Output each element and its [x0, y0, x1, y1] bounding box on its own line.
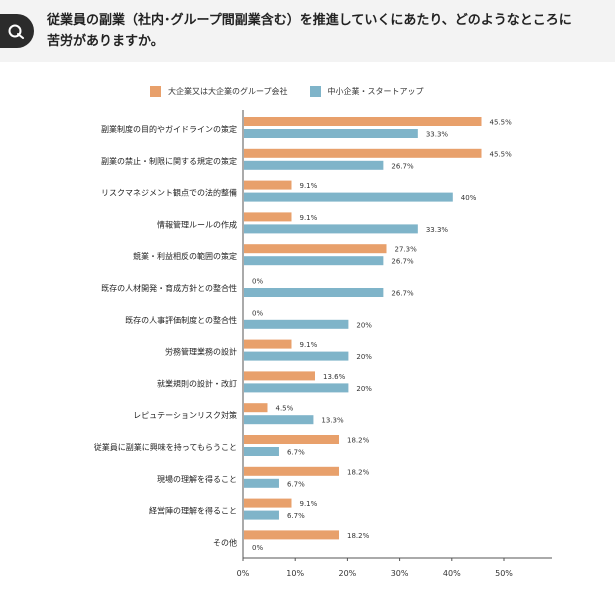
- data-label: 6.7%: [287, 449, 305, 457]
- bar-small-company: [244, 288, 384, 297]
- bar-large-company: [244, 498, 292, 508]
- category-label: 副業の禁止・制限に関する規定の策定: [101, 156, 237, 166]
- bar-large-company: [244, 371, 315, 381]
- data-label: 33.3%: [426, 131, 449, 139]
- category-label: 情報管理ルールの作成: [157, 219, 237, 229]
- x-tick-label: 50%: [495, 569, 513, 578]
- data-label: 6.7%: [287, 512, 305, 520]
- bar-small-company: [244, 351, 349, 361]
- data-label: 18.2%: [347, 437, 370, 445]
- bar-large-company: [244, 403, 268, 413]
- bar-large-company: [244, 530, 340, 540]
- data-label: 20%: [356, 385, 372, 393]
- data-label: 0%: [252, 278, 263, 286]
- category-label: その他: [213, 537, 237, 547]
- bar-large-company: [244, 435, 340, 444]
- bar-large-company: [244, 339, 292, 349]
- data-label: 20%: [356, 321, 372, 329]
- legend-label-small: 中小企業・スタートアップ: [327, 86, 424, 96]
- bar-large-company: [244, 244, 387, 254]
- data-label: 45.5%: [490, 150, 513, 158]
- bar-small-company: [244, 192, 453, 202]
- bar-small-company: [244, 447, 279, 456]
- question-header: 従業員の副業（社内･グループ間副業含む）を推進していくにあたり、どのようなところ…: [0, 0, 615, 62]
- bar-small-company: [244, 160, 384, 170]
- data-label: 9.1%: [300, 500, 318, 508]
- bar-small-company: [244, 129, 418, 138]
- bar-large-company: [244, 180, 292, 190]
- bar-large-company: [244, 466, 340, 476]
- legend-item-small: 中小企業・スタートアップ: [309, 85, 424, 97]
- bar-small-company: [244, 319, 349, 329]
- data-label: 20%: [356, 353, 372, 361]
- question-line-1: 従業員の副業（社内･グループ間副業含む）を推進していくにあたり、どのようなところ…: [47, 13, 572, 28]
- data-label: 27.3%: [395, 246, 418, 254]
- bar-small-company: [244, 383, 349, 393]
- bar-large-company: [244, 148, 482, 158]
- data-label: 13.3%: [321, 417, 344, 425]
- data-label: 9.1%: [300, 182, 318, 190]
- legend-label-large: 大企業又は大企業のグループ会社: [168, 86, 288, 96]
- x-tick-label: 10%: [286, 569, 304, 578]
- data-label: 4.5%: [275, 405, 293, 413]
- legend-swatch-large: [150, 85, 161, 97]
- data-label: 26.7%: [391, 290, 414, 298]
- category-label: 既存の人事評価制度との整合性: [125, 315, 237, 325]
- legend-item-large: 大企業又は大企業のグループ会社: [150, 85, 288, 97]
- category-label: レピュテーションリスク対策: [133, 410, 237, 420]
- bar-small-company: [244, 224, 418, 234]
- category-label: リスクマネジメント観点での法的整備: [101, 188, 237, 198]
- question-badge: [0, 14, 34, 48]
- category-label: 競業・利益相反の範囲の策定: [133, 251, 237, 261]
- category-label: 労務管理業務の設計: [165, 347, 237, 357]
- category-label: 副業制度の目的やガイドラインの策定: [101, 124, 237, 134]
- x-tick-label: 0%: [237, 569, 250, 578]
- data-label: 45.5%: [490, 119, 513, 127]
- data-label: 0%: [252, 544, 263, 552]
- data-label: 18.2%: [347, 468, 370, 476]
- data-label: 0%: [252, 309, 263, 317]
- data-label: 13.6%: [323, 373, 346, 381]
- x-tick-label: 30%: [391, 569, 409, 578]
- chart-legend: 大企業又は大企業のグループ会社 中小企業・スタートアップ: [150, 84, 446, 98]
- data-label: 6.7%: [287, 480, 305, 488]
- bar-small-company: [244, 478, 279, 488]
- data-label: 26.7%: [391, 258, 414, 266]
- data-label: 18.2%: [347, 532, 370, 540]
- legend-swatch-small: [309, 85, 321, 97]
- question-line-2: 苦労がありますか。: [47, 34, 164, 49]
- category-label: 従業員に副業に興味を持ってもらうこと: [94, 442, 237, 452]
- data-label: 40%: [461, 194, 477, 202]
- bar-large-company: [244, 212, 292, 222]
- q-icon: [8, 24, 24, 39]
- category-label: 現場の理解を得ること: [157, 474, 237, 484]
- category-label: 経営陣の理解を得ること: [149, 506, 237, 516]
- x-tick-label: 40%: [443, 569, 461, 578]
- bar-large-company: [244, 117, 482, 126]
- question-text: 従業員の副業（社内･グループ間副業含む）を推進していくにあたり、どのようなところ…: [47, 10, 602, 52]
- data-label: 33.3%: [426, 226, 449, 234]
- category-label: 既存の人材開発・育成方針との整合性: [101, 283, 237, 293]
- data-label: 26.7%: [391, 162, 414, 170]
- data-label: 9.1%: [300, 214, 318, 222]
- category-label: 就業規則の設計・改訂: [157, 378, 237, 388]
- data-label: 9.1%: [300, 341, 318, 349]
- bar-small-company: [244, 415, 314, 425]
- bar-small-company: [244, 256, 384, 266]
- x-tick-label: 20%: [339, 569, 357, 578]
- bar-small-company: [244, 510, 279, 520]
